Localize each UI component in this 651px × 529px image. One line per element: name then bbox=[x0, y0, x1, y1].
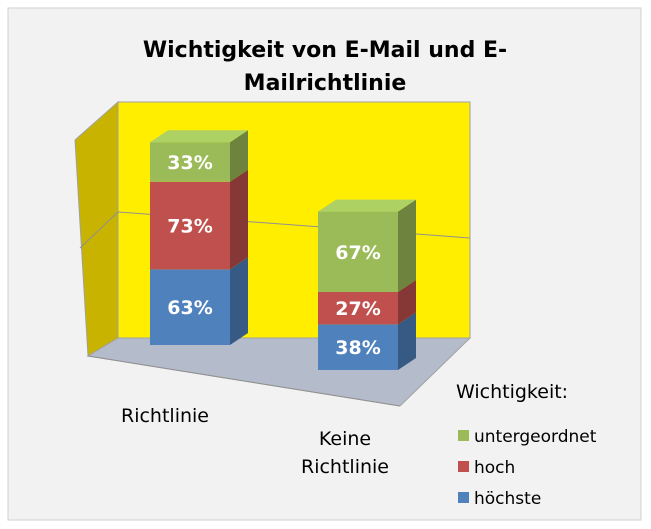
chart-title: Wichtigkeit von E-Mail und E-Mailrichtli… bbox=[142, 38, 508, 96]
plot: 63% 73% 33% 38% 27% 67% Richtlinie Keine Richtli… bbox=[121, 130, 597, 509]
bar-top bbox=[318, 199, 416, 212]
legend-swatch bbox=[458, 461, 469, 472]
data-label: 63% bbox=[167, 297, 212, 319]
bar-side bbox=[230, 169, 248, 270]
data-label: 38% bbox=[335, 337, 380, 359]
legend-title: Wichtigkeit: bbox=[456, 381, 568, 403]
x-tick-label: Keine Richtlinie bbox=[301, 428, 389, 478]
legend-label: untergeordnet bbox=[474, 427, 597, 447]
bar-front bbox=[150, 269, 230, 345]
data-label: 73% bbox=[167, 216, 212, 238]
bar-side bbox=[398, 280, 416, 325]
bar-side bbox=[398, 199, 416, 292]
x-axis bbox=[87, 355, 401, 407]
data-label: 27% bbox=[335, 298, 380, 320]
bar-front bbox=[150, 142, 230, 182]
legend-swatch bbox=[458, 430, 469, 441]
bar-side bbox=[398, 312, 416, 370]
legend-label: hoch bbox=[474, 458, 515, 478]
legend-label: höchste bbox=[474, 489, 541, 509]
bar-front bbox=[318, 324, 398, 370]
data-label: 67% bbox=[335, 242, 380, 264]
bar-side bbox=[230, 130, 248, 182]
legend-swatch bbox=[458, 492, 469, 503]
bar-front bbox=[318, 211, 398, 292]
bar-front bbox=[318, 292, 398, 325]
data-label: 33% bbox=[167, 152, 212, 174]
x-tick-label: Richtlinie bbox=[121, 405, 209, 427]
bar-top bbox=[150, 130, 248, 143]
bar-side bbox=[230, 257, 248, 345]
bar-front bbox=[150, 181, 230, 270]
